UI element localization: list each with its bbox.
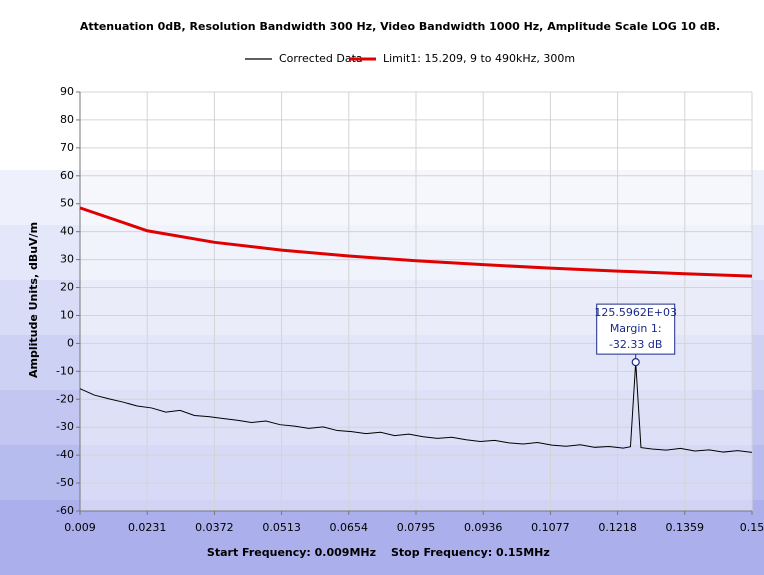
x-tick-label: 0.0513: [262, 521, 301, 534]
y-tick-label: -50: [56, 476, 74, 489]
x-tick-label: 0.0654: [330, 521, 369, 534]
x-tick-label: 0.0936: [464, 521, 503, 534]
y-tick-label: 50: [60, 197, 74, 210]
annotation-box: [596, 303, 676, 355]
legend-label: Corrected Data: [279, 52, 363, 65]
x-tick-label: 0.0795: [397, 521, 436, 534]
footer-start: Start Frequency: 0.009MHz: [207, 546, 376, 559]
y-tick-label: 20: [60, 281, 74, 294]
series-line: [79, 206, 753, 278]
series-line: [79, 362, 753, 453]
y-tick-label: -20: [56, 392, 74, 405]
annotation: 125.5962E+03 Margin 1: -32.33 dB: [594, 303, 677, 359]
legend-label: Limit1: 15.209, 9 to 490kHz, 300m: [383, 52, 575, 65]
legend: Corrected Data Limit1: 15.209, 9 to 490k…: [245, 52, 575, 65]
x-tick-label: 0.009: [64, 521, 96, 534]
y-tick-label: 40: [60, 225, 74, 238]
chart-title: Attenuation 0dB, Resolution Bandwidth 30…: [80, 20, 720, 33]
y-tick-label: 90: [60, 85, 74, 98]
y-tick-label: 80: [60, 113, 74, 126]
x-tick-label: 0.1359: [666, 521, 705, 534]
y-tick-label: -60: [56, 504, 74, 517]
x-tick-label: 0.0372: [195, 521, 234, 534]
x-tick-label: 0.1077: [531, 521, 570, 534]
y-tick-label: 0: [67, 336, 74, 349]
y-tick-label: 70: [60, 141, 74, 154]
annotation-text: Margin 1:: [610, 322, 662, 335]
y-tick-label: 60: [60, 169, 74, 182]
annotation-text: 125.5962E+03: [594, 306, 677, 319]
y-tick-label: 10: [60, 308, 74, 321]
x-tick-label: 0.0231: [128, 521, 167, 534]
y-tick-label: -40: [56, 448, 74, 461]
annotation-text: -32.33 dB: [609, 338, 663, 351]
x-tick-label: 0.15: [740, 521, 764, 534]
y-axis-label: Amplitude Units, dBuV/m: [27, 222, 40, 378]
footer-stop: Stop Frequency: 0.15MHz: [391, 546, 550, 559]
peak-marker: [631, 358, 640, 367]
y-tick-label: 30: [60, 253, 74, 266]
y-tick-label: -10: [56, 364, 74, 377]
x-tick-label: 0.1218: [598, 521, 637, 534]
y-tick-label: -30: [56, 420, 74, 433]
